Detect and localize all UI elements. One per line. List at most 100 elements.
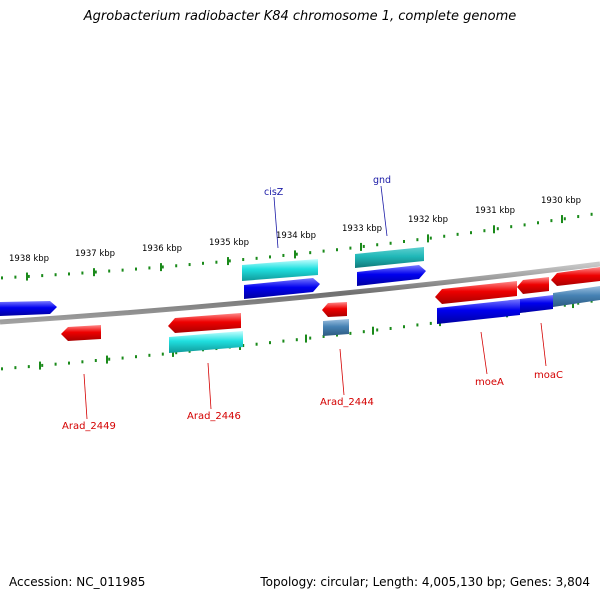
ruler-minor-tick <box>416 238 419 242</box>
ruler-minor-tick <box>41 274 44 278</box>
ruler-minor-tick <box>269 255 271 259</box>
gene-label-Arad_2446: Arad_2446 <box>187 411 241 422</box>
ruler-minor-tick <box>94 359 97 363</box>
ruler-major-tick <box>294 250 296 259</box>
ruler-minor-tick <box>68 361 70 365</box>
gene-Arad_2446[interactable] <box>169 331 243 353</box>
ruler-minor-tick <box>269 341 271 345</box>
ruler-minor-tick <box>550 219 553 223</box>
ruler-minor-tick <box>349 331 352 335</box>
gene-reverse-red[interactable] <box>61 325 101 341</box>
gene-reverse-red[interactable] <box>168 313 241 333</box>
ruler-minor-tick <box>255 256 258 260</box>
ruler-minor-tick <box>295 338 298 342</box>
ruler-minor-tick <box>14 275 17 279</box>
ruler-minor-tick <box>496 227 499 231</box>
gene-gnd[interactable] <box>355 247 424 268</box>
gene-label-gnd: gnd <box>373 175 391 186</box>
accession-label: Accession: NC_011985 <box>9 575 146 589</box>
ruler-minor-tick <box>443 234 446 238</box>
ruler-minor-tick <box>27 365 30 369</box>
ruler-minor-tick <box>242 344 245 348</box>
gene-forward-blue[interactable] <box>437 299 520 324</box>
ruler-minor-tick <box>121 268 124 272</box>
map-title: Agrobacterium radiobacter K84 chromosome… <box>83 9 517 24</box>
gene-moaC[interactable] <box>517 277 549 294</box>
ruler-minor-tick <box>188 263 191 267</box>
gene-forward-blue[interactable] <box>357 265 426 286</box>
gene-forward-blue[interactable] <box>244 278 320 299</box>
ruler-major-tick <box>493 225 495 234</box>
ruler-minor-tick <box>121 356 124 360</box>
tick-label: 1938 kbp <box>9 254 49 264</box>
gene-label-Arad_2444: Arad_2444 <box>320 397 374 408</box>
gene-label-cisZ: cisZ <box>264 187 284 198</box>
tick-label: 1934 kbp <box>276 231 316 241</box>
gene-Arad_2444[interactable] <box>323 319 349 336</box>
ruler-minor-tick <box>336 333 338 337</box>
ruler-minor-tick <box>470 231 472 235</box>
ruler-minor-tick <box>389 326 392 330</box>
ruler-minor-tick <box>54 362 57 366</box>
ruler-minor-tick <box>282 339 285 343</box>
ruler-minor-tick <box>81 360 84 364</box>
ruler-minor-tick <box>202 261 204 265</box>
ruler-minor-tick <box>577 215 580 219</box>
gene-forward-blue[interactable] <box>0 301 57 316</box>
ruler-minor-tick <box>255 342 258 346</box>
ruler-minor-tick <box>242 258 245 262</box>
ruler-minor-tick <box>161 352 164 356</box>
ruler-minor-tick <box>135 267 137 271</box>
gene-reverse-red[interactable] <box>322 302 347 317</box>
ruler-minor-tick <box>148 266 151 270</box>
ruler-minor-tick <box>228 259 231 263</box>
gene-cisZ[interactable] <box>242 259 318 281</box>
gene-moeA[interactable] <box>435 281 517 304</box>
tick-label: 1932 kbp <box>408 215 448 225</box>
ruler-minor-tick <box>81 271 84 275</box>
ruler-minor-tick <box>309 336 312 340</box>
ruler-major-tick <box>572 300 574 309</box>
ruler-minor-tick <box>148 353 151 357</box>
ruler-major-tick <box>93 268 95 277</box>
ruler-minor-tick <box>108 357 111 361</box>
ruler-major-tick <box>160 263 162 272</box>
tick-label: 1937 kbp <box>75 249 115 259</box>
ruler-minor-tick <box>456 232 459 236</box>
ruler-minor-tick <box>403 239 405 243</box>
gene-forward-blue[interactable] <box>520 295 553 313</box>
ruler-minor-tick <box>336 248 338 252</box>
ruler-major-tick <box>172 348 174 357</box>
genome-summary: Topology: circular; Length: 4,005,130 bp… <box>260 575 590 589</box>
ruler-minor-tick <box>1 276 3 280</box>
gene-label-moeA: moeA <box>475 377 504 388</box>
chromosome-backbone <box>0 261 600 325</box>
ruler-minor-tick <box>349 246 352 250</box>
gene-reverse-red[interactable] <box>551 267 600 286</box>
ruler-minor-tick <box>108 269 111 273</box>
ruler-minor-tick <box>309 251 312 255</box>
ruler-minor-tick <box>27 274 30 278</box>
ruler-major-tick <box>227 257 229 266</box>
label-line <box>273 196 279 249</box>
ruler-minor-tick <box>14 366 17 370</box>
ruler-minor-tick <box>416 323 419 327</box>
label-line <box>207 362 212 410</box>
ruler-minor-tick <box>429 321 432 325</box>
gene-other-steel[interactable] <box>553 286 600 307</box>
ruler-minor-tick <box>322 334 325 338</box>
ruler-minor-tick <box>54 273 57 277</box>
tick-label: 1931 kbp <box>475 206 515 216</box>
ruler-minor-tick <box>376 243 379 247</box>
ruler-minor-tick <box>523 223 526 227</box>
gene-label-moaC: moaC <box>534 370 563 381</box>
ruler-minor-tick <box>175 351 178 355</box>
ruler-minor-tick <box>161 265 164 269</box>
ruler-minor-tick <box>362 244 365 248</box>
tick-label: 1930 kbp <box>541 196 581 206</box>
ruler-minor-tick <box>215 260 218 264</box>
label-line <box>380 185 388 237</box>
tick-label: 1933 kbp <box>342 224 382 234</box>
ruler-minor-tick <box>429 236 432 240</box>
